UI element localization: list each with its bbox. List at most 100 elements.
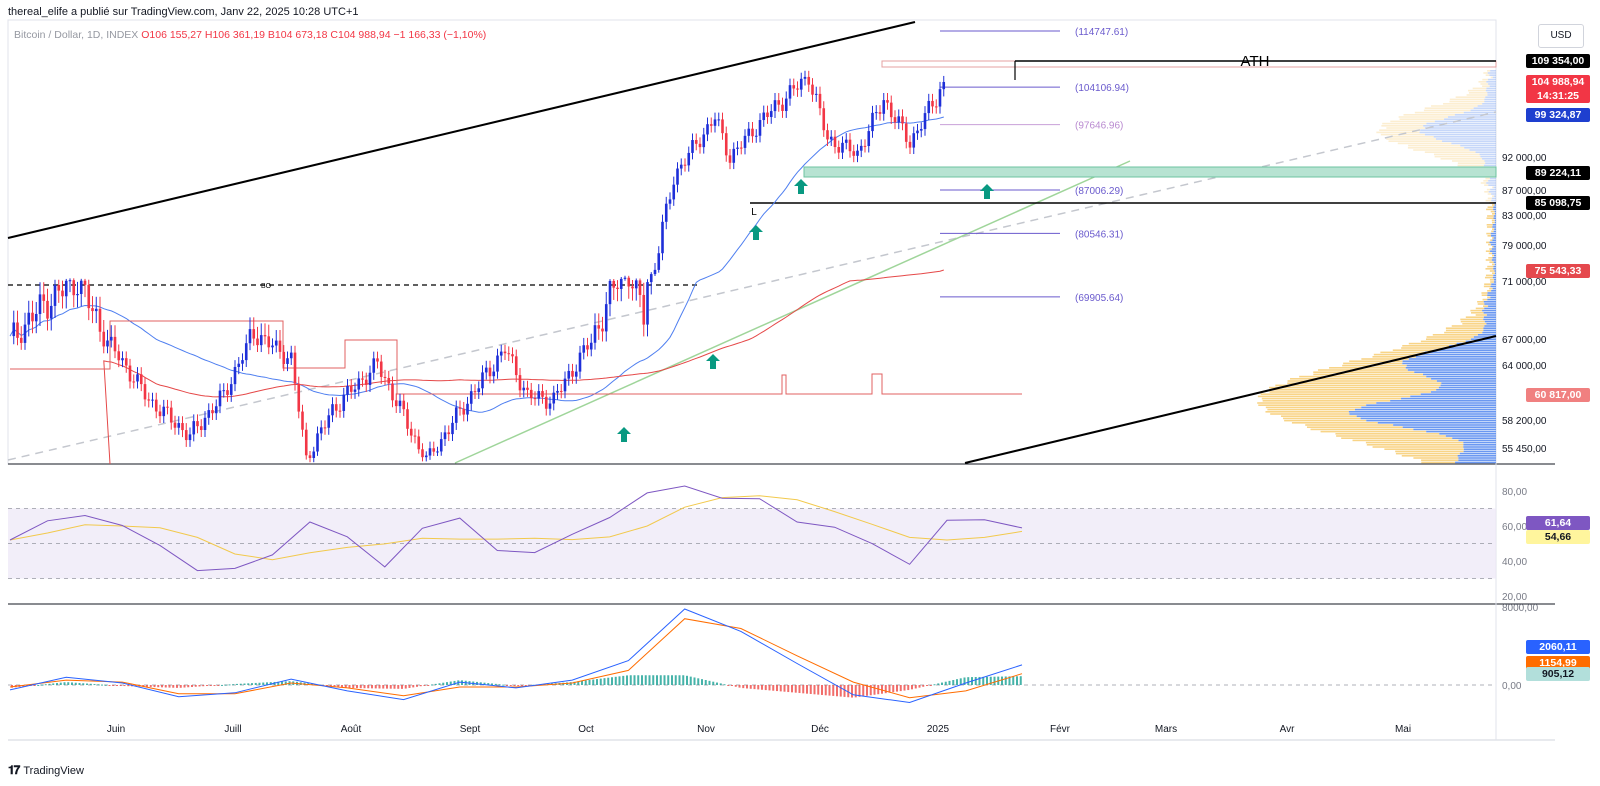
trend-drawings: ATH BO L xyxy=(7,21,1497,464)
volume-bar-buy xyxy=(1487,290,1492,292)
tradingview-logo[interactable]: 𝟏𝟕 TradingView xyxy=(8,763,84,778)
candle-body xyxy=(34,313,38,322)
volume-bar-buy xyxy=(1388,140,1443,142)
volume-bar-buy xyxy=(1486,224,1493,226)
macd-histogram-bar xyxy=(772,685,775,691)
candle-body xyxy=(514,356,518,376)
candle-body xyxy=(567,370,571,379)
candle-series xyxy=(12,70,946,463)
candle-body xyxy=(582,345,586,353)
candle-body xyxy=(574,371,578,377)
macd-histogram-bar xyxy=(622,675,625,685)
macd-histogram-bar xyxy=(588,679,591,685)
volume-bar-buy xyxy=(1408,342,1457,345)
volume-bar-sell xyxy=(1491,290,1496,292)
candle-body xyxy=(882,100,886,114)
candle-body xyxy=(807,76,811,85)
candle-body xyxy=(38,294,42,314)
volume-bar-buy xyxy=(1484,184,1489,186)
candle-body xyxy=(256,338,259,346)
volume-bar-buy xyxy=(1492,246,1494,248)
volume-bar-buy xyxy=(1372,446,1464,448)
volume-bar-sell xyxy=(1444,347,1496,349)
macd-histogram-bar xyxy=(333,685,336,687)
macd-histogram-bar xyxy=(239,683,242,685)
macd-histogram-bar xyxy=(386,685,388,689)
macd-histogram-bar xyxy=(258,682,261,685)
volume-bar-sell xyxy=(1401,397,1496,400)
time-axis-label: Juin xyxy=(107,724,125,735)
candle-body xyxy=(919,129,923,131)
macd-histogram-bar xyxy=(873,685,876,695)
macd-histogram-bar xyxy=(626,675,628,685)
candle-body xyxy=(282,351,286,364)
volume-bar-sell xyxy=(1407,369,1496,371)
volume-bar-buy xyxy=(1492,221,1495,224)
volume-bar-sell xyxy=(1483,329,1496,332)
candle-body xyxy=(368,372,372,385)
macd-histogram-bar xyxy=(903,685,906,691)
candle-body xyxy=(586,345,589,350)
symbol-label[interactable]: Bitcoin / Dollar, 1D, INDEX xyxy=(14,29,139,41)
candle-body xyxy=(278,340,282,352)
volume-bar-buy xyxy=(1440,158,1483,160)
candle-body xyxy=(642,294,646,325)
volume-bar-sell xyxy=(1419,131,1496,134)
macd-histogram-bar xyxy=(738,685,741,688)
volume-bar-sell xyxy=(1487,92,1496,94)
candle-body xyxy=(668,199,672,204)
volume-bar-sell xyxy=(1418,353,1496,356)
candle-body xyxy=(597,325,601,329)
volume-bar-buy xyxy=(1492,195,1494,197)
open-value: O106 155,27 xyxy=(141,29,202,41)
volume-bar-sell xyxy=(1487,72,1496,74)
candle-body xyxy=(627,277,631,287)
macd-histogram-bar xyxy=(202,685,205,687)
candle-body xyxy=(589,342,593,350)
macd-histogram-bar xyxy=(397,685,400,689)
volume-bar-buy xyxy=(1390,120,1435,123)
macd-histogram-bar xyxy=(952,680,955,685)
macd-histogram-bar xyxy=(761,685,763,690)
volume-bar-buy xyxy=(1408,144,1461,147)
macd-histogram-bar xyxy=(93,684,96,686)
volume-bar-sell xyxy=(1434,120,1496,123)
volume-bar-buy xyxy=(1470,309,1483,312)
close-value: C104 988,94 xyxy=(330,29,391,41)
volume-bar-sell xyxy=(1484,160,1496,162)
macd-histogram-bar xyxy=(794,685,797,693)
macd-histogram-bar xyxy=(851,685,853,698)
volume-bar-buy xyxy=(1402,345,1450,347)
macd-value-tag: 2060,11 xyxy=(1526,639,1590,654)
macd-histogram-bar xyxy=(682,675,685,685)
candle-body xyxy=(709,124,713,126)
candle-body xyxy=(814,93,818,95)
macd-histogram-bar xyxy=(1016,676,1018,685)
candle-body xyxy=(927,100,931,114)
volume-bar-buy xyxy=(1426,336,1474,338)
candle-body xyxy=(458,407,462,409)
volume-bar-buy xyxy=(1290,378,1432,380)
macd-histogram-bar xyxy=(344,685,347,688)
currency-button[interactable]: USD xyxy=(1538,24,1584,48)
volume-bar-buy xyxy=(1475,314,1487,316)
macd-histogram-bar xyxy=(937,683,940,685)
volume-bar-buy xyxy=(1449,100,1485,103)
macd-histogram-bar xyxy=(614,676,617,685)
candle-body xyxy=(672,184,676,200)
candle-body xyxy=(248,329,252,344)
volume-bar-sell xyxy=(1356,415,1496,417)
midline-dashed xyxy=(7,111,1497,461)
candle-body xyxy=(267,336,271,348)
volume-bar-sell xyxy=(1442,140,1496,142)
candle-body xyxy=(721,119,724,134)
macd-histogram-bar xyxy=(48,683,51,685)
volume-bar-sell xyxy=(1488,83,1496,85)
macd-histogram-bar xyxy=(667,675,670,685)
candle-body xyxy=(811,84,814,95)
volume-bar-sell xyxy=(1426,122,1496,125)
volume-bar-buy xyxy=(1487,206,1494,208)
macd-histogram-bar xyxy=(371,685,373,689)
volume-bar-sell xyxy=(1488,180,1496,182)
